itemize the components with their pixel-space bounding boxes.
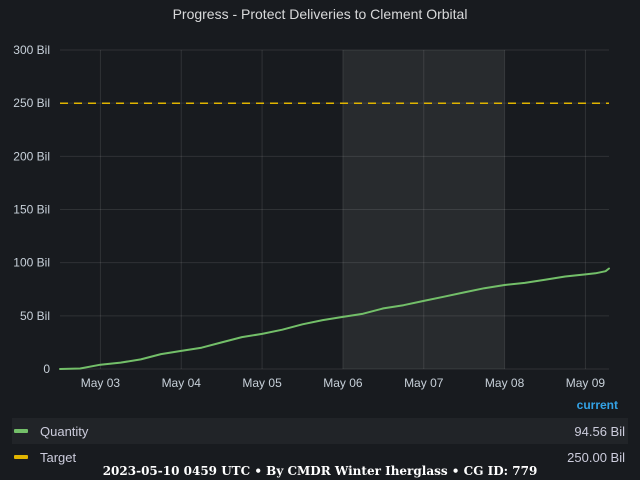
y-tick-label: 100 Bil — [13, 256, 50, 270]
series-line-quantity — [59, 267, 610, 370]
x-tick-label: May 06 — [323, 376, 363, 390]
y-tick-label: 300 Bil — [13, 43, 50, 57]
chart-title: Progress - Protect Deliveries to Clement… — [172, 6, 468, 22]
y-tick-label: 150 Bil — [13, 203, 50, 217]
legend-column-header[interactable]: current — [576, 398, 618, 412]
y-tick-label: 0 — [43, 362, 50, 376]
legend-label-target: Target — [40, 449, 77, 465]
legend-swatch-quantity — [14, 429, 28, 433]
legend-value-quantity: 94.56 Bil — [574, 423, 625, 439]
x-tick-label: May 03 — [81, 376, 121, 390]
x-tick-label: May 05 — [242, 376, 282, 390]
legend-swatch-target — [14, 455, 28, 459]
legend-item-target[interactable]: Target 250.00 Bil — [12, 444, 628, 470]
y-tick-label: 250 Bil — [13, 96, 50, 110]
legend-label-quantity: Quantity — [40, 423, 89, 439]
x-tick-label: May 09 — [566, 376, 606, 390]
footer-caption: 2023-05-10 0459 UTC • By CMDR Winter Ihe… — [102, 464, 538, 478]
x-tick-label: May 04 — [162, 376, 202, 390]
x-tick-label: May 07 — [404, 376, 444, 390]
legend-value-target: 250.00 Bil — [567, 449, 625, 465]
y-tick-label: 200 Bil — [13, 149, 50, 163]
legend-item-quantity[interactable]: Quantity 94.56 Bil — [12, 418, 628, 444]
x-tick-label: May 08 — [485, 376, 525, 390]
chart-plot: 0 50 Bil 100 Bil 150 Bil 200 Bil 250 Bil 300 B… — [13, 43, 610, 390]
legend: current Quantity 94.56 Bil Target 250.00… — [12, 398, 628, 470]
y-tick-label: 50 Bil — [20, 309, 50, 323]
